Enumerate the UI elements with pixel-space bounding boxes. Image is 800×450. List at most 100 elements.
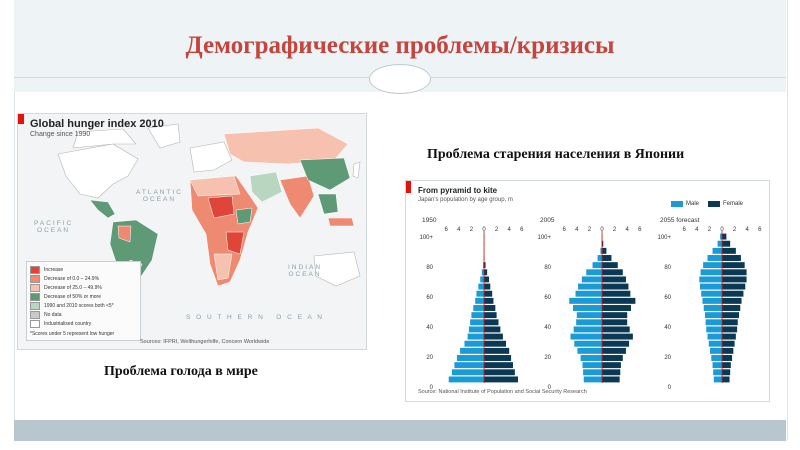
- y-tick-label: 80: [664, 265, 671, 271]
- legend-swatch: [30, 301, 40, 310]
- legend-label: 1990 and 2010 scores both <5*: [44, 302, 114, 309]
- male-bar: [699, 276, 722, 283]
- male-bar: [577, 347, 602, 354]
- male-bar: [592, 262, 602, 269]
- y-tick-label: 100+: [419, 235, 433, 241]
- male-bar: [473, 305, 484, 311]
- female-bar: [484, 376, 519, 383]
- male-bar: [576, 312, 602, 319]
- male-bar: [468, 326, 484, 333]
- x-tick-label: 6: [758, 227, 762, 233]
- y-tick-label: 20: [426, 355, 433, 361]
- panel-label: 2005: [540, 217, 555, 224]
- female-bar: [602, 326, 630, 333]
- legend-male: Male: [671, 201, 699, 207]
- legend-label: Decrease of 25.0 – 49.9%: [44, 284, 102, 291]
- male-bar: [580, 355, 602, 361]
- y-tick-label: 100+: [537, 235, 551, 241]
- ocean-label-indian: INDIAN OCEAN: [288, 264, 322, 278]
- x-tick-label: 2: [495, 227, 499, 233]
- male-bar: [454, 362, 484, 369]
- legend-label: Decrease of 0.0 – 24.9%: [44, 275, 100, 282]
- female-bar: [722, 355, 733, 361]
- x-tick-label: 2: [708, 227, 712, 233]
- caption-japan: Проблема старения населения в Японии: [427, 147, 685, 162]
- x-tick-label: 4: [695, 227, 699, 233]
- female-bar: [602, 290, 631, 297]
- y-tick-label: 60: [664, 295, 671, 301]
- female-bar: [722, 312, 740, 319]
- female-bar: [484, 355, 512, 361]
- panel-label: 2055 forecast: [660, 217, 700, 224]
- male-bar: [600, 247, 602, 254]
- y-tick-label: 20: [664, 355, 671, 361]
- male-bar: [707, 255, 722, 261]
- female-bar: [722, 262, 745, 269]
- y-tick-label: 0: [668, 385, 672, 391]
- legend-item: Industrialised country: [30, 319, 137, 328]
- female-bar: [484, 319, 499, 326]
- male-bar: [702, 297, 722, 304]
- female-bar: [722, 362, 731, 369]
- x-tick-label: 6: [520, 227, 524, 233]
- female-bar: [484, 347, 510, 354]
- male-bar: [711, 355, 722, 361]
- legend-item: Decrease of 50% or more: [30, 292, 137, 301]
- male-bar: [451, 369, 484, 376]
- male-bar: [712, 247, 722, 254]
- brand-flag-icon: [406, 181, 411, 193]
- legend-label: Decrease of 50% or more: [44, 293, 101, 300]
- female-bar: [602, 247, 607, 254]
- chart-title: From pyramid to kite: [418, 186, 498, 195]
- x-tick-label: 4: [626, 227, 630, 233]
- female-bar: [602, 362, 621, 369]
- x-tick-label: 6: [563, 227, 567, 233]
- legend-item: No data: [30, 310, 137, 319]
- x-tick-label: 6: [683, 227, 687, 233]
- male-bar: [583, 376, 602, 383]
- male-bar: [456, 355, 484, 361]
- female-bar: [722, 369, 731, 376]
- male-bar: [703, 305, 722, 311]
- y-tick-label: 20: [544, 355, 551, 361]
- x-tick-label: 4: [746, 227, 750, 233]
- x-tick-label: 2: [470, 227, 474, 233]
- male-bar: [713, 376, 722, 383]
- x-tick-label: 0: [482, 227, 486, 233]
- female-bar: [602, 276, 626, 283]
- ocean-label-southern: S O U T H E R N O C E A N: [186, 314, 324, 321]
- female-bar: [484, 283, 491, 290]
- female-bar: [722, 340, 735, 347]
- male-bar: [483, 262, 484, 269]
- female-bar: [722, 276, 747, 283]
- female-bar: [722, 319, 738, 326]
- male-bar: [703, 262, 722, 269]
- x-tick-label: 2: [613, 227, 617, 233]
- male-bar: [700, 269, 722, 276]
- female-bar: [722, 297, 742, 304]
- male-bar: [481, 269, 484, 276]
- female-bar: [484, 369, 515, 376]
- male-bar: [460, 347, 484, 354]
- female-bar: [722, 255, 741, 261]
- female-bar: [602, 369, 621, 376]
- legend-swatch: [30, 283, 40, 292]
- male-bar: [706, 326, 722, 333]
- x-tick-label: 0: [720, 227, 724, 233]
- chart-source: Source: National Institute of Population…: [418, 389, 587, 395]
- male-bar: [448, 376, 484, 383]
- y-tick-label: 0: [548, 385, 552, 391]
- y-tick-label: 60: [544, 295, 551, 301]
- female-bar: [484, 362, 513, 369]
- male-bar: [475, 297, 484, 304]
- legend-swatch: [30, 274, 40, 283]
- female-bar: [484, 290, 493, 297]
- male-bar: [574, 340, 602, 347]
- y-tick-label: 100+: [657, 235, 671, 241]
- male-bar: [704, 312, 722, 319]
- female-bar: [602, 333, 633, 340]
- female-bar: [722, 269, 747, 276]
- japan-pyramid-chart: From pyramid to kite Japan's population …: [405, 180, 770, 402]
- x-tick-label: 2: [588, 227, 592, 233]
- female-bar: [602, 240, 604, 247]
